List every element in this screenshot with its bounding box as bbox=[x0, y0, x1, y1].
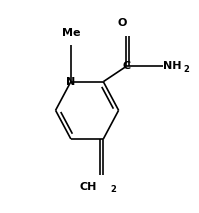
Text: NH: NH bbox=[163, 61, 181, 71]
Text: C: C bbox=[122, 61, 130, 71]
Text: N: N bbox=[66, 77, 75, 87]
Text: CH: CH bbox=[79, 182, 97, 192]
Text: Me: Me bbox=[62, 28, 80, 38]
Text: O: O bbox=[118, 18, 127, 28]
Text: 2: 2 bbox=[110, 185, 116, 194]
Text: 2: 2 bbox=[183, 65, 189, 74]
